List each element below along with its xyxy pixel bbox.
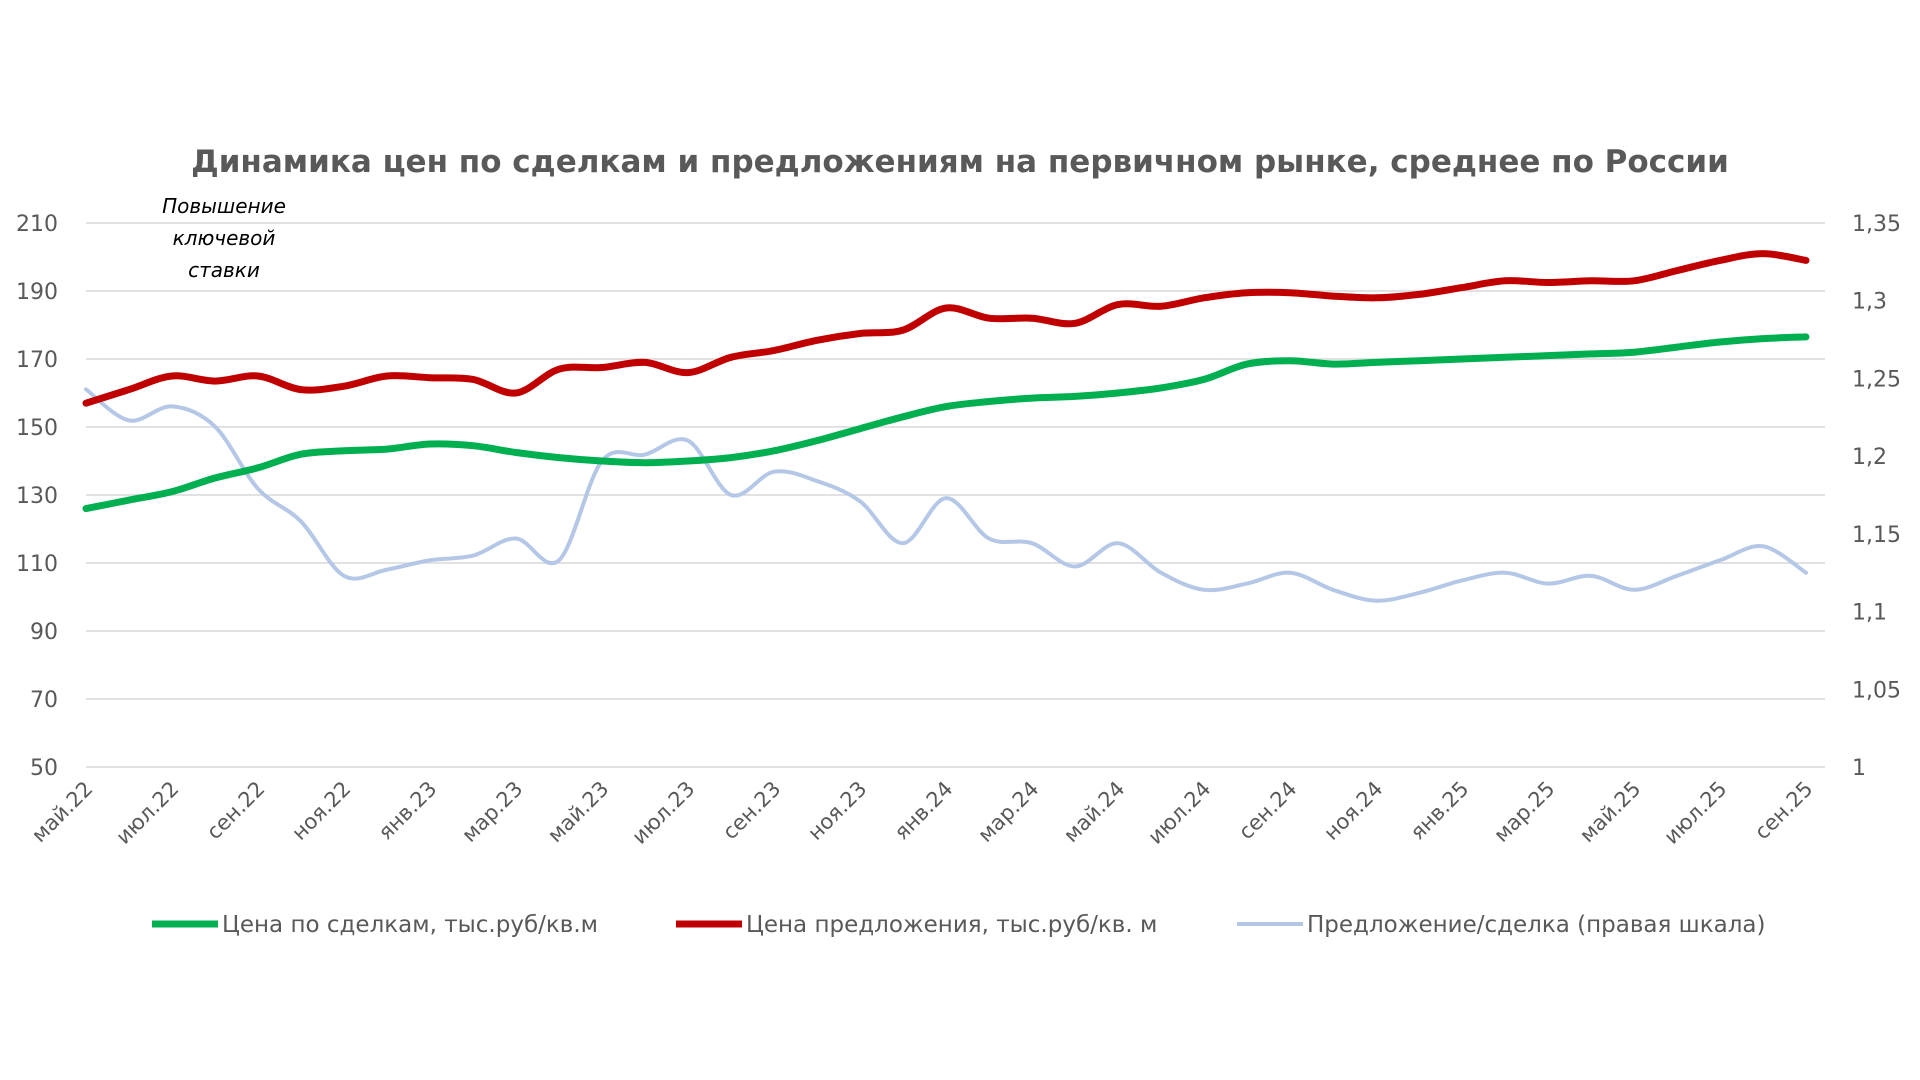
annotation-line-1: Повышение bbox=[162, 194, 286, 218]
x-tick-label: июл.25 bbox=[1659, 777, 1731, 849]
right-tick-label: 1,35 bbox=[1852, 212, 1901, 237]
chart-title: Динамика цен по сделкам и предложениям н… bbox=[191, 144, 1729, 180]
legend-label: Предложение/сделка (правая шкала) bbox=[1307, 912, 1765, 938]
x-tick-label: сен.25 bbox=[1750, 777, 1818, 845]
right-tick-label: 1,2 bbox=[1852, 445, 1887, 470]
x-tick-label: сен.22 bbox=[202, 777, 270, 845]
x-tick-label: июл.22 bbox=[111, 777, 183, 849]
annotation: Повышение ключевой ставки bbox=[162, 194, 286, 282]
right-tick-label: 1,05 bbox=[1852, 678, 1901, 703]
x-tick-label: мар.23 bbox=[457, 777, 527, 847]
right-axis-ticks: 1 1,05 1,1 1,15 1,2 1,25 1,3 1,35 bbox=[1852, 212, 1901, 781]
left-axis-ticks: 50 70 90 110 130 150 170 190 210 bbox=[16, 212, 58, 781]
x-axis-ticks: май.22 июл.22 сен.22 ноя.22 янв.23 мар.23 май.… bbox=[27, 777, 1818, 849]
x-tick-label: май.25 bbox=[1575, 777, 1646, 848]
x-tick-label: янв.24 bbox=[890, 777, 958, 845]
left-tick-label: 150 bbox=[16, 416, 58, 441]
x-tick-label: ноя.23 bbox=[803, 777, 871, 845]
x-tick-label: май.22 bbox=[27, 777, 98, 848]
x-tick-label: янв.25 bbox=[1406, 777, 1474, 845]
legend-label: Цена по сделкам, тыс.руб/кв.м bbox=[222, 912, 598, 938]
left-tick-label: 130 bbox=[16, 484, 58, 509]
x-tick-label: июл.24 bbox=[1143, 777, 1215, 849]
left-tick-label: 190 bbox=[16, 280, 58, 305]
x-tick-label: мар.25 bbox=[1489, 777, 1559, 847]
right-tick-label: 1,3 bbox=[1852, 290, 1887, 315]
x-tick-label: май.24 bbox=[1059, 777, 1130, 848]
x-tick-label: ноя.22 bbox=[287, 777, 355, 845]
right-tick-label: 1,15 bbox=[1852, 523, 1901, 548]
right-tick-label: 1 bbox=[1852, 756, 1866, 781]
right-tick-label: 1,1 bbox=[1852, 601, 1887, 626]
series-lines bbox=[82, 250, 1810, 603]
right-tick-label: 1,25 bbox=[1852, 367, 1901, 392]
left-tick-label: 110 bbox=[16, 552, 58, 577]
gridlines bbox=[86, 222, 1825, 768]
x-tick-label: янв.23 bbox=[374, 777, 442, 845]
left-tick-label: 170 bbox=[16, 348, 58, 373]
x-tick-label: июл.23 bbox=[627, 777, 699, 849]
left-tick-label: 70 bbox=[30, 688, 58, 713]
x-tick-label: май.23 bbox=[543, 777, 614, 848]
legend: Цена по сделкам, тыс.руб/кв.м Цена предло… bbox=[152, 912, 1765, 938]
x-tick-label: сен.24 bbox=[1234, 777, 1302, 845]
x-tick-label: мар.24 bbox=[973, 777, 1043, 847]
series-line-2 bbox=[82, 250, 1810, 407]
annotation-line-3: ставки bbox=[188, 258, 260, 282]
left-tick-label: 50 bbox=[30, 756, 58, 781]
series-line-3 bbox=[84, 387, 1808, 603]
left-tick-label: 210 bbox=[16, 212, 58, 237]
x-tick-label: ноя.24 bbox=[1319, 777, 1387, 845]
annotation-line-2: ключевой bbox=[173, 226, 276, 250]
x-tick-label: сен.23 bbox=[718, 777, 786, 845]
left-tick-label: 90 bbox=[30, 620, 58, 645]
legend-label: Цена предложения, тыс.руб/кв. м bbox=[746, 912, 1157, 938]
series-line-1 bbox=[82, 333, 1810, 513]
